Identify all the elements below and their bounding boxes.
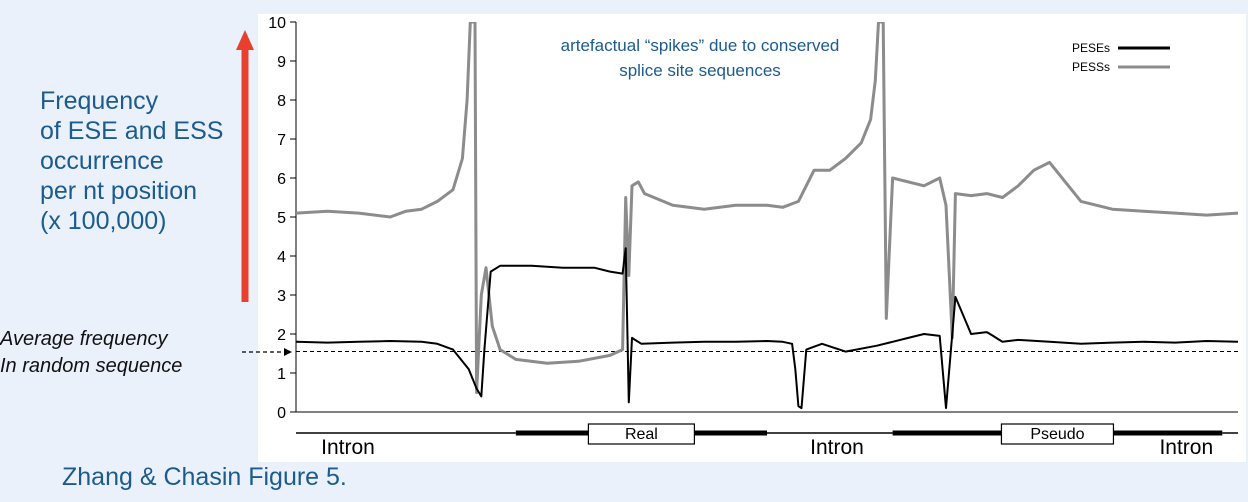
intron-label: Intron bbox=[810, 436, 864, 459]
series-line-peses bbox=[296, 247, 1238, 410]
y-tick-label: 10 bbox=[268, 15, 286, 32]
y-tick-label: 3 bbox=[277, 288, 286, 305]
legend: PESEs PESSs bbox=[1072, 41, 1170, 74]
exon-label: Real bbox=[625, 426, 658, 443]
region-bar: Real Pseudo Intron Intron Intron bbox=[296, 423, 1238, 459]
y-ticks: 0 1 2 3 4 5 6 7 8 9 10 bbox=[268, 15, 296, 422]
y-tick-label: 7 bbox=[277, 132, 286, 149]
avg-pointer bbox=[242, 348, 292, 356]
legend-label-pess: PESSs bbox=[1072, 60, 1110, 74]
y-axis-label-line: Frequency bbox=[40, 87, 159, 115]
avg-pointer-head bbox=[284, 348, 292, 356]
y-tick-label: 5 bbox=[277, 210, 286, 227]
annotation-line-1: artefactual “spikes” due to conserved bbox=[561, 36, 840, 55]
y-tick-label: 9 bbox=[277, 54, 286, 71]
intron-label: Intron bbox=[321, 436, 375, 459]
legend-label-pese: PESEs bbox=[1072, 41, 1110, 55]
y-arrow-head bbox=[236, 30, 254, 50]
y-axis-label-line: per nt position bbox=[40, 177, 198, 205]
average-label-line: In random sequence bbox=[0, 355, 183, 377]
y-tick-label: 6 bbox=[277, 171, 286, 188]
annotation-line-2: splice site sequences bbox=[619, 61, 781, 80]
exon-label: Pseudo bbox=[1030, 426, 1084, 443]
y-tick-label: 4 bbox=[277, 249, 286, 266]
y-arrow bbox=[236, 30, 254, 302]
y-tick-label: 2 bbox=[277, 327, 286, 344]
series-layer bbox=[296, 22, 1238, 410]
average-frequency-label: Average frequency In random sequence bbox=[0, 326, 182, 380]
y-axis-label-line: (x 100,000) bbox=[40, 207, 167, 235]
y-tick-label: 8 bbox=[277, 93, 286, 110]
y-tick-label: 0 bbox=[277, 405, 286, 422]
plot-panel bbox=[258, 14, 1246, 462]
y-axis-label-line: of ESE and ESS bbox=[40, 117, 224, 145]
y-axis-label-line: occurrence bbox=[40, 147, 164, 175]
figure-caption: Zhang & Chasin Figure 5. bbox=[62, 463, 347, 491]
y-axis-label: Frequency of ESE and ESS occurrence per … bbox=[40, 86, 223, 236]
exon-box bbox=[1000, 423, 1115, 445]
series-line-pesss bbox=[296, 22, 1238, 394]
y-tick-label: 1 bbox=[277, 366, 286, 383]
intron-label: Intron bbox=[1159, 436, 1213, 459]
average-label-line: Average frequency bbox=[0, 328, 168, 350]
exon-box bbox=[587, 423, 696, 445]
